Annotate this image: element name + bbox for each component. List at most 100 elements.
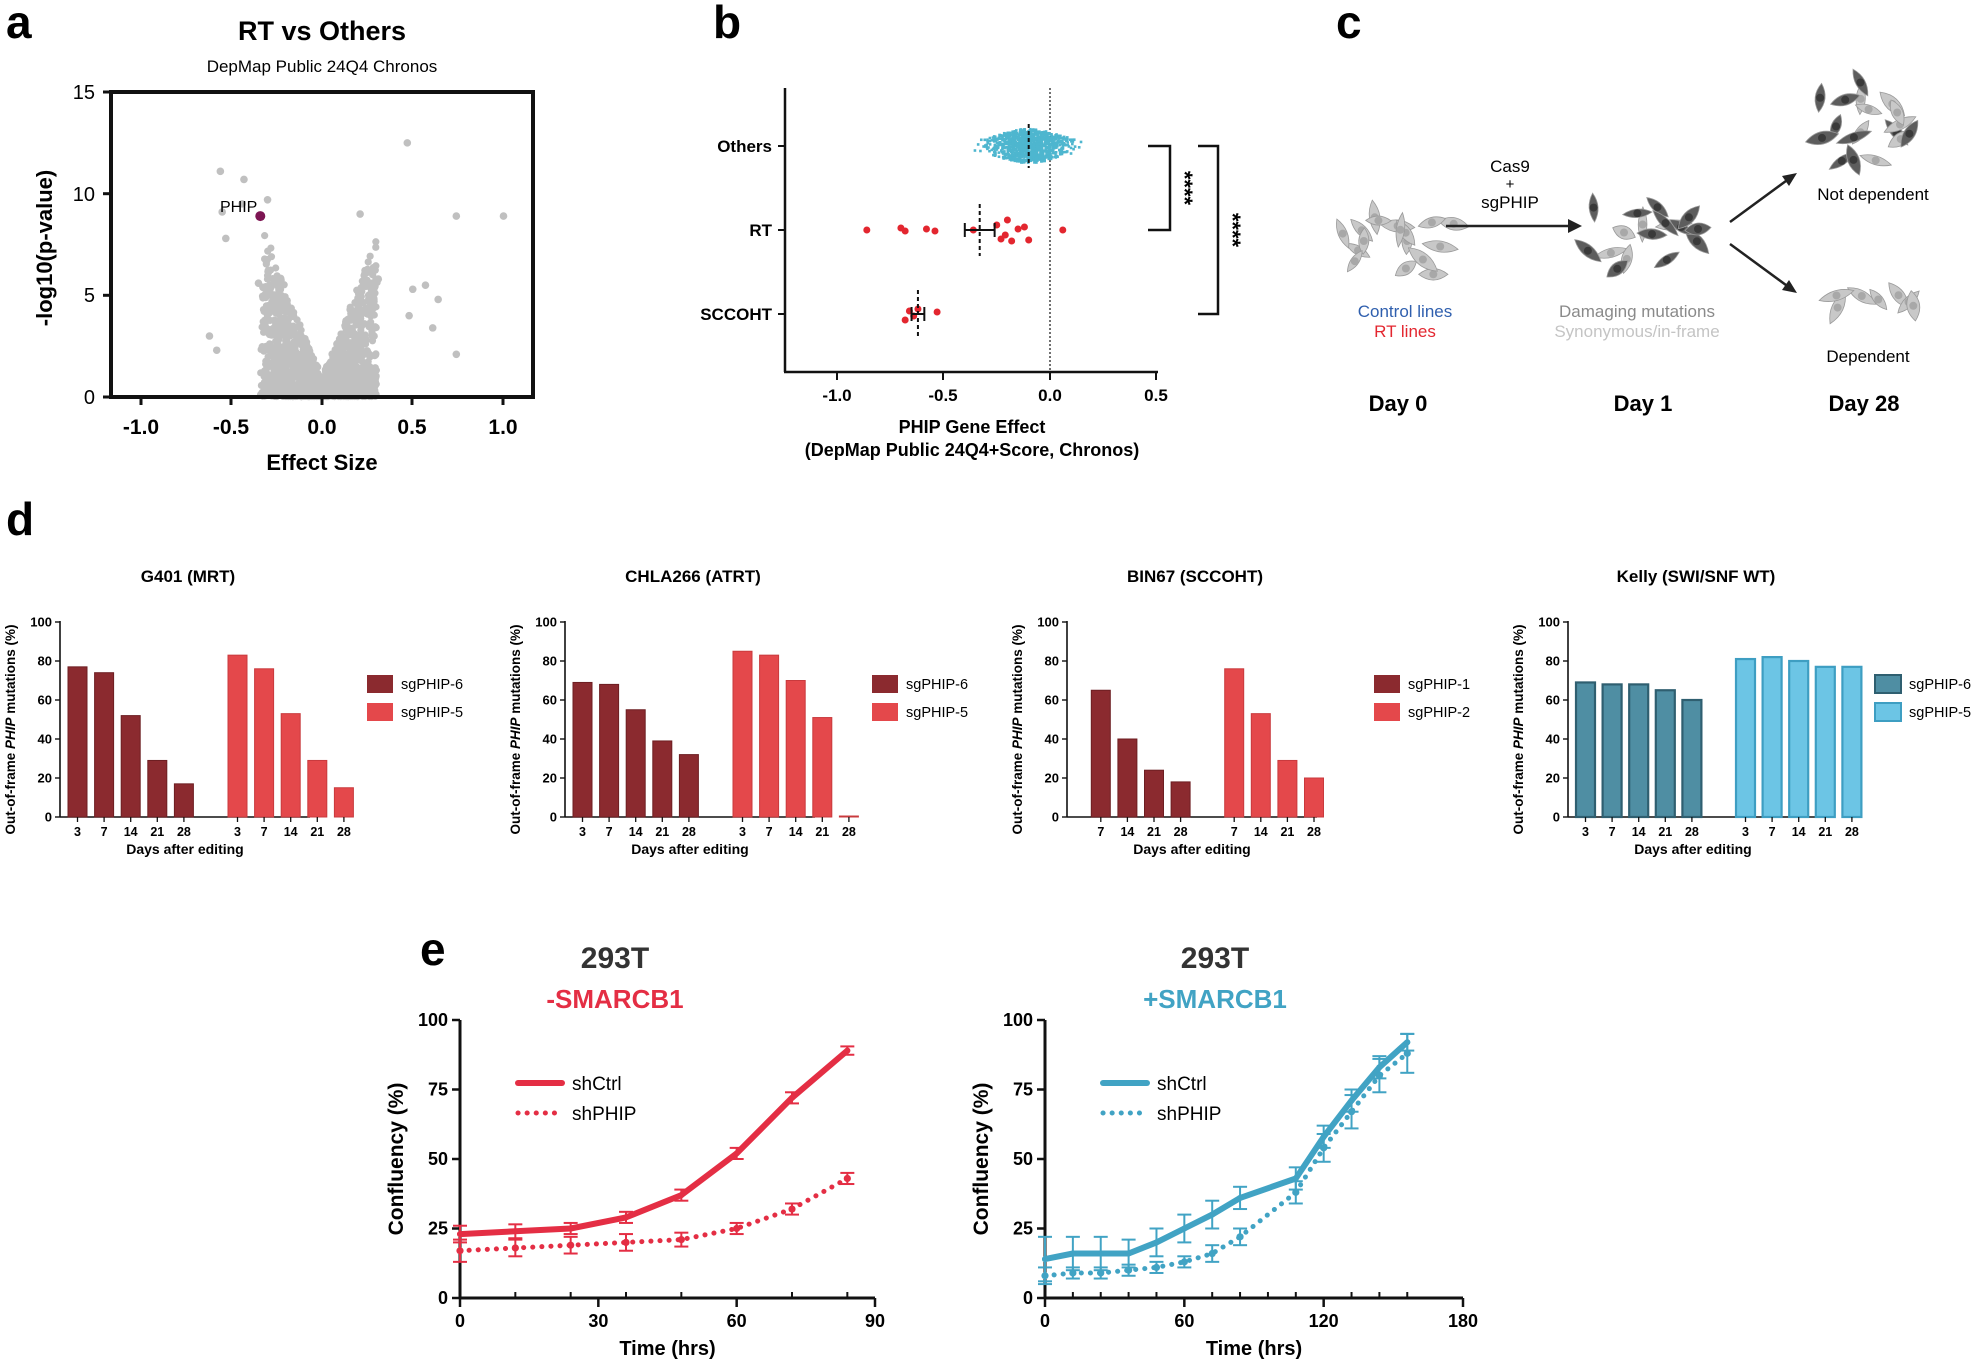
volcano-ytick: 10 (73, 184, 95, 206)
bar-ytick-label: 20 (38, 771, 52, 786)
others-dot (1010, 137, 1013, 141)
volcano-gene-dot (403, 139, 412, 147)
cell-cluster-dependent (1818, 282, 1921, 325)
others-dot (986, 138, 989, 142)
cell-nucleus-icon (1684, 213, 1693, 222)
volcano-gene-dot (328, 357, 336, 366)
others-dot (1027, 143, 1030, 146)
bar (333, 787, 354, 818)
others-dot (1051, 149, 1055, 153)
day1-label: Day 1 (1614, 391, 1673, 416)
others-dot (1012, 131, 1015, 134)
others-dot (982, 145, 985, 148)
volcano-gene-dot (259, 294, 267, 302)
others-dot (1034, 145, 1038, 148)
bar-xtick-label: 14 (629, 825, 643, 839)
others-dot (996, 137, 999, 141)
bar-xtick-label: 21 (1658, 825, 1672, 839)
dotplot-xlabel-line1: PHIP Gene Effect (899, 417, 1046, 437)
volcano-gene-dot (290, 312, 298, 320)
bar (280, 713, 301, 818)
data-point (567, 1225, 574, 1232)
others-dot (1065, 139, 1069, 142)
others-dot (1013, 131, 1017, 135)
cell-nucleus-icon (1818, 133, 1826, 142)
rt-dot (863, 226, 871, 234)
volcano-gene-dot (305, 345, 313, 353)
legend-label: sgPHIP-5 (906, 705, 968, 721)
bar-xtick-label: 3 (579, 825, 586, 839)
line-chart-ylabel: Confluency (%) (385, 1083, 408, 1236)
cell-nucleus-icon (1401, 264, 1410, 273)
legend-swatch (367, 703, 393, 721)
bar-xtick-label: 28 (682, 825, 696, 839)
bar-chart-1: G401 (MRT) Out-of-frame PHIP mutations (%… (3, 567, 463, 857)
volcano-gene-dot (287, 304, 295, 312)
legend-swatch (367, 675, 393, 693)
others-dot (1058, 149, 1062, 152)
others-dot (988, 149, 991, 153)
volcano-gene-dot (212, 346, 221, 355)
volcano-gene-dot (371, 303, 379, 311)
dotplot-xtick: 0.0 (1038, 386, 1062, 405)
others-dot (1048, 149, 1052, 153)
others-dot (1002, 142, 1006, 146)
data-point (678, 1192, 685, 1199)
others-dot (1044, 146, 1048, 150)
others-dot (979, 149, 982, 153)
bar (1734, 657, 1757, 819)
arrowhead-icon (1568, 219, 1582, 233)
others-dot (1044, 136, 1048, 139)
volcano-gene-dot (359, 336, 367, 344)
others-dot (1004, 137, 1008, 141)
ylabel-gene: PHIP (1010, 717, 1025, 750)
volcano-gene-dot (283, 332, 291, 340)
others-dot (986, 141, 990, 145)
others-dot (1024, 132, 1027, 136)
volcano-gene-dot (299, 336, 307, 345)
others-dot (1040, 149, 1044, 152)
others-dot (1002, 157, 1005, 160)
bar-ytick-label: 40 (1546, 732, 1560, 747)
others-dot (1032, 157, 1036, 161)
others-dot (999, 142, 1003, 146)
bar-ytick-label: 100 (535, 615, 557, 630)
damaging-label: Damaging mutations (1559, 302, 1715, 321)
others-dot (1060, 136, 1063, 140)
volcano-gene-dot (271, 322, 279, 330)
others-dot (998, 137, 1002, 140)
legend-label: shPHIP (572, 1104, 636, 1125)
volcano-subtitle: DepMap Public 24Q4 Chronos (207, 57, 438, 76)
bar-xtick-label: 28 (1307, 825, 1321, 839)
bar-ytick-label: 60 (543, 693, 557, 708)
volcano-gene-dot (366, 353, 374, 361)
ylabel-part: Out-of-frame (1010, 749, 1025, 835)
others-dot (1052, 147, 1056, 150)
others-dot (1007, 155, 1010, 158)
volcano-gene-dot (218, 208, 226, 216)
others-dot (991, 136, 995, 139)
others-dot (988, 143, 992, 146)
volcano-xtick: 0.5 (397, 416, 427, 439)
others-dot (1035, 158, 1039, 162)
volcano-gene-dot (354, 373, 362, 381)
cell-nucleus-icon (1832, 122, 1840, 131)
others-dot (1068, 138, 1072, 142)
others-dot (986, 147, 989, 151)
volcano-gene-dot (354, 364, 362, 372)
bar-xtick-label: 14 (124, 825, 138, 839)
bar-ytick-label: 20 (1045, 771, 1059, 786)
data-point (1375, 1072, 1383, 1080)
ylabel-part: mutations (%) (1010, 624, 1025, 717)
shctrl-line (457, 1047, 851, 1238)
data-point (1097, 1250, 1104, 1257)
others-dot (990, 148, 994, 152)
others-dot (1028, 145, 1032, 149)
ylabel-part: mutations (%) (508, 624, 523, 717)
volcano-gene-dot (359, 298, 368, 307)
others-dot (1032, 154, 1036, 157)
others-dot (1054, 143, 1058, 146)
legend-label: shCtrl (572, 1074, 622, 1095)
others-dots (973, 124, 1083, 168)
